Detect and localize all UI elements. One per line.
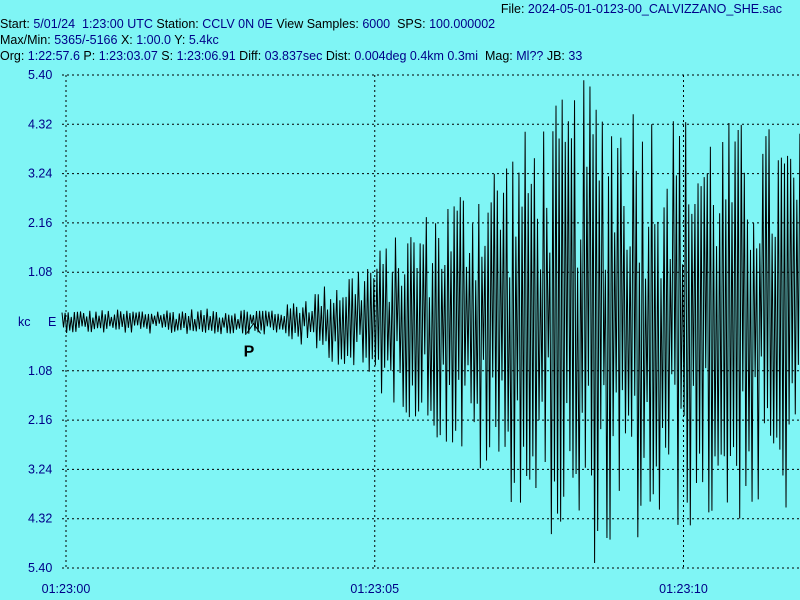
seismic-trace (61, 80, 800, 564)
start-line: Start: 5/01/24 1:23:00 UTC Station: CCLV… (0, 16, 495, 32)
y-tick-label-6: 2.16 (28, 413, 52, 427)
dist-label: Dist: (325, 49, 351, 63)
sps-label: SPS: (397, 17, 426, 31)
file-line: File: 2024-05-01-0123-00_CALVIZZANO_SHE.… (501, 1, 782, 17)
jb-value: 33 (568, 49, 583, 63)
p-arrival-label: P (244, 344, 255, 361)
y-tick-label-0: 5.40 (28, 68, 52, 82)
view-samples-label: View Samples: (276, 17, 359, 31)
s-value: 1:23:06.91 (176, 49, 236, 63)
y-tick-label-7: 3.24 (28, 462, 52, 476)
y-tick-label-3: 2.16 (28, 216, 52, 230)
maxmin-label: Max/Min: (0, 33, 51, 47)
p-label: P: (83, 49, 96, 63)
s-label: S: (161, 49, 174, 63)
file-label: File: (500, 2, 525, 16)
view-samples-value: 6000 (362, 17, 391, 31)
mag-value: Ml?? (516, 49, 544, 63)
start-label: Start: (0, 17, 30, 31)
y-tick-label-9: 5.40 (28, 561, 52, 575)
x-axis: 01:23:0001:23:0501:23:1001:23:1501:23:20… (42, 582, 708, 596)
p-arrival-tick (246, 322, 261, 334)
org-label: Org: (0, 49, 25, 63)
y-tick-label-1: 4.32 (28, 117, 52, 131)
file-name: 2024-05-01-0123-00_CALVIZZANO_SHE.sac (527, 2, 782, 16)
y-tick-label-8: 4.32 (28, 512, 52, 526)
p-arrival-marker: P (244, 322, 261, 361)
x-tick-label-1: 01:23:05 (350, 582, 399, 596)
mag-label: Mag: (484, 49, 513, 63)
start-value: 5/01/24 1:23:00 UTC (33, 17, 153, 31)
org-line: Org: 1:22:57.6 P: 1:23:03.07 S: 1:23:06.… (0, 48, 582, 64)
x-tick-label-0: 01:23:00 (42, 582, 91, 596)
dist-value: 0.004deg 0.4km 0.3mi (354, 49, 479, 63)
x-tick-label-2: 01:23:10 (659, 582, 708, 596)
sps-value: 100.000002 (429, 17, 496, 31)
y-axis: 5.40 4.32 3.24 2.16 1.08 1.08 2.16 3.24 4.32 5.40 (28, 68, 52, 575)
y-tick-label-2: 3.24 (28, 167, 52, 181)
maxmin-line: Max/Min: 5365/-5166 X: 1:00.0 Y: 5.4kc (0, 32, 219, 48)
station-label: Station: (156, 17, 199, 31)
diff-label: Diff: (239, 49, 262, 63)
jb-label: JB: (546, 49, 565, 63)
org-value: 1:22:57.6 (27, 49, 80, 63)
station-value: CCLV 0N 0E (202, 17, 273, 31)
y-value: 5.4kc (188, 33, 219, 47)
p-value: 1:23:03.07 (98, 49, 158, 63)
maxmin-value: 5365/-5166 (54, 33, 118, 47)
y-tick-label-4: 1.08 (28, 265, 52, 279)
channel-label: E (48, 315, 56, 329)
diff-value: 03.837sec (264, 49, 323, 63)
unit-label: kc (18, 315, 31, 329)
y-tick-label-5: 1.08 (28, 364, 52, 378)
x-label: X: (120, 33, 133, 47)
y-label: Y: (174, 33, 186, 47)
x-value: 1:00.0 (136, 33, 171, 47)
